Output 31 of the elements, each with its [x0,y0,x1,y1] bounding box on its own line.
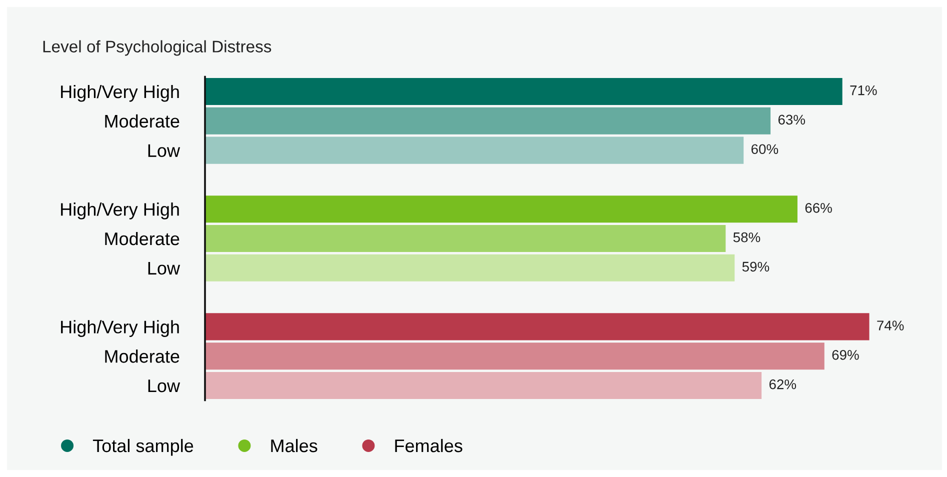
y-tick-label: High/Very High [61,202,179,220]
y-tick-label: Moderate [105,350,180,363]
y-tick-label: Moderate [105,114,180,128]
y-tick-label: High/Very High [61,84,179,102]
y-tick-label: Low [148,380,180,392]
legend-label: Females [395,438,462,452]
bar [205,342,824,370]
data-label: 71% [850,85,877,96]
bar [205,107,771,134]
bar [205,313,870,340]
legend-label: Total sample [92,438,194,456]
data-label: 60% [751,144,778,154]
data-label: 63% [778,114,806,125]
bar [205,196,798,223]
bar [205,78,842,106]
y-tick-label: Low [148,262,180,275]
data-label: 69% [832,350,859,360]
bar [205,254,735,282]
y-tick-label: Low [148,144,180,158]
data-label: 58% [733,232,760,242]
chart-title: Level of Psychological Distress [43,40,272,56]
bar [205,224,726,252]
bar [205,136,744,164]
y-tick-label: Moderate [105,232,180,246]
data-label: 59% [742,262,770,272]
bar [205,372,762,400]
data-label: 66% [805,202,832,213]
data-label: 74% [877,320,904,330]
data-label: 62% [769,379,796,390]
legend-label: Males [271,438,318,452]
y-tick-label: High/Very High [61,320,179,337]
